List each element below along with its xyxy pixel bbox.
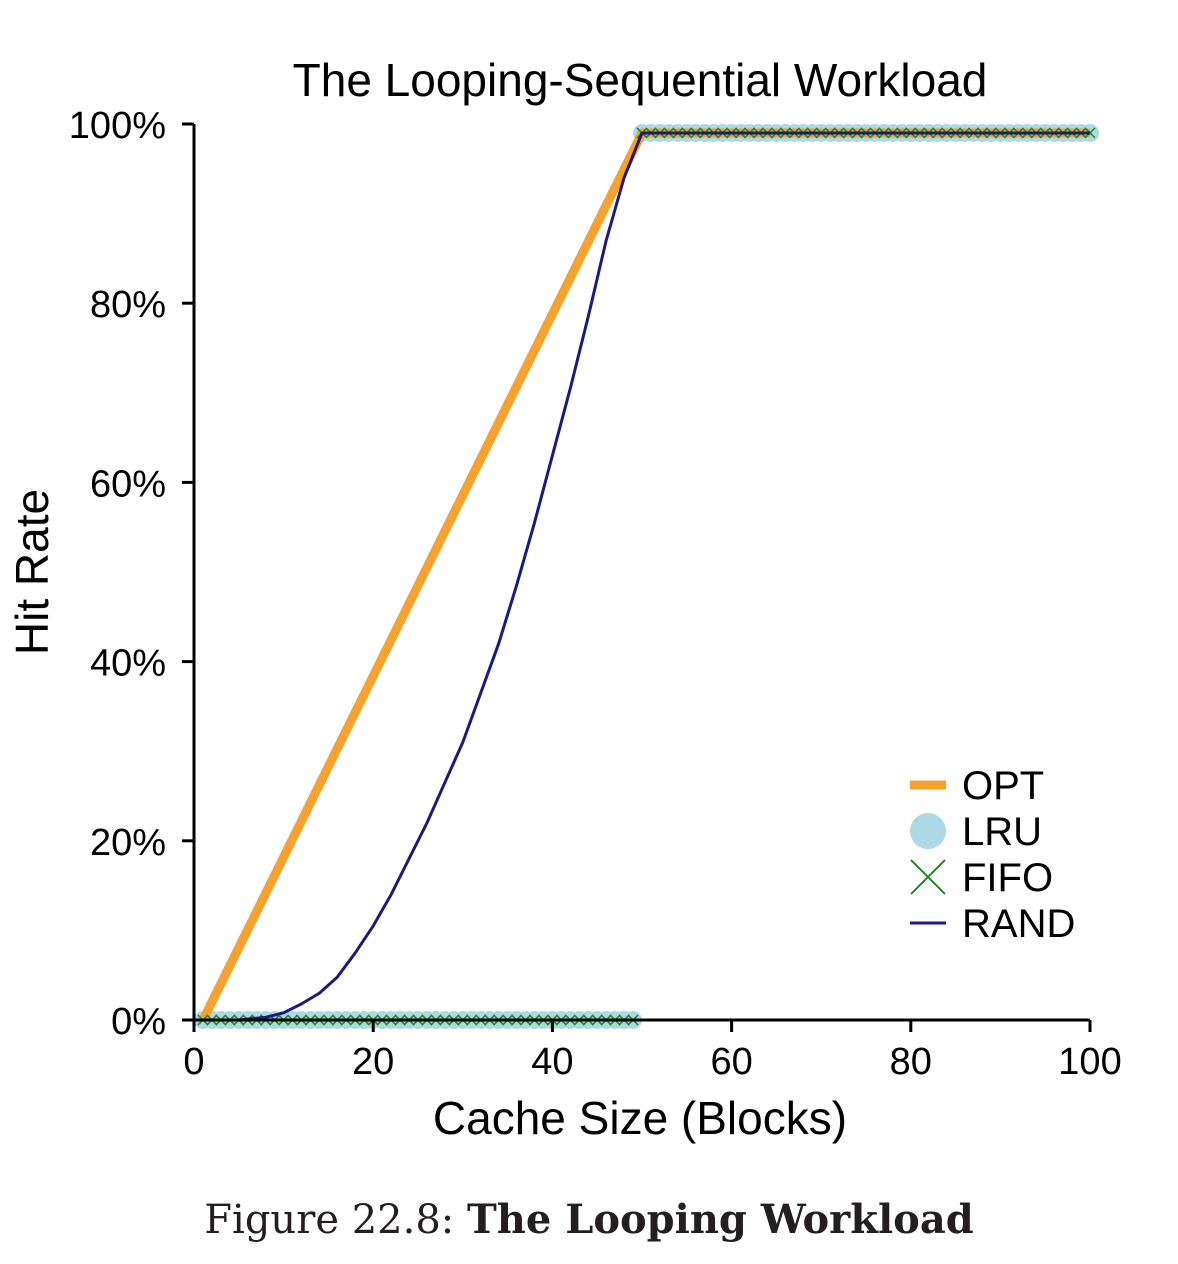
- x-tick-label: 80: [890, 1041, 932, 1083]
- x-tick-label: 100: [1058, 1041, 1121, 1083]
- axes: [192, 124, 1090, 1022]
- caption-prefix: Figure 22.8:: [204, 1197, 467, 1243]
- chart: The Looping-Sequential Workload 0 20 40 60 8…: [6, 54, 1122, 1144]
- x-axis-label: Cache Size (Blocks): [433, 1092, 847, 1144]
- figure-caption: Figure 22.8: The Looping Workload: [0, 1196, 1178, 1243]
- x-tick-label: 40: [531, 1041, 573, 1083]
- legend-label: FIFO: [962, 856, 1053, 900]
- rand-line: [202, 131, 1090, 1022]
- legend-swatch-fifo: [910, 859, 946, 895]
- y-tick-label: 0%: [111, 1001, 166, 1043]
- x-tick-label: 60: [710, 1041, 752, 1083]
- chart-title: The Looping-Sequential Workload: [293, 54, 988, 106]
- legend-swatch-lru: [910, 813, 946, 849]
- x-tick-label: 20: [352, 1041, 394, 1083]
- ticks: 0 20 40 60 80 100 0% 20% 40% 60% 80% 100%: [69, 105, 1122, 1083]
- y-tick-label: 80%: [90, 284, 166, 326]
- plot-area: [193, 123, 1099, 1029]
- y-axis-label: Hit Rate: [6, 489, 58, 655]
- y-tick-label: 20%: [90, 822, 166, 864]
- legend-label: LRU: [962, 810, 1042, 854]
- legend-label: OPT: [962, 764, 1044, 808]
- y-tick-label: 40%: [90, 643, 166, 685]
- y-tick-label: 100%: [69, 105, 166, 147]
- caption-title: The Looping Workload: [466, 1196, 974, 1243]
- opt-line: [198, 128, 1090, 1022]
- x-tick-label: 0: [183, 1041, 204, 1083]
- legend-label: RAND: [962, 902, 1075, 946]
- y-tick-label: 60%: [90, 463, 166, 505]
